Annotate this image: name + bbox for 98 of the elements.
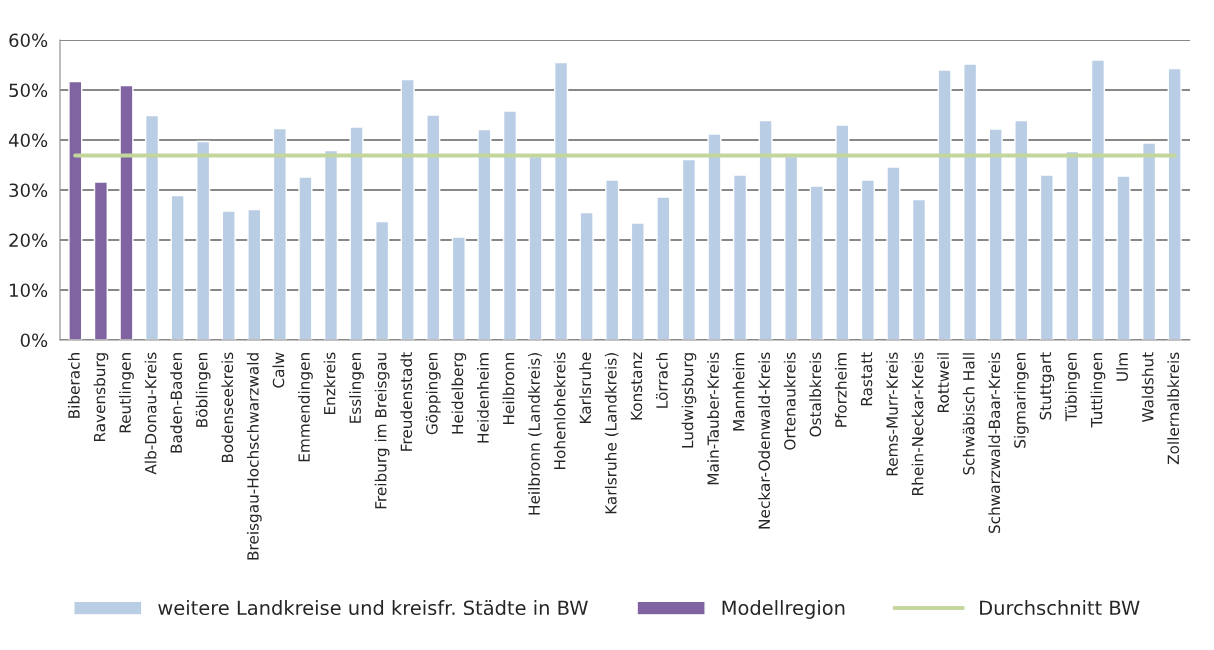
bar xyxy=(323,149,339,340)
bar xyxy=(1116,175,1131,340)
x-tick-label: Hohenlohekreis xyxy=(553,352,566,469)
bar xyxy=(1167,67,1182,340)
x-tick-label: Freiburg im Breisgau xyxy=(374,353,390,509)
bar xyxy=(988,128,1003,340)
x-tick-label: Biberach xyxy=(67,353,80,418)
bar xyxy=(451,236,466,340)
bar xyxy=(1090,59,1106,340)
bar xyxy=(144,114,160,340)
y-tick-label: 30% xyxy=(9,183,48,198)
bar xyxy=(707,133,722,340)
x-tick-label: Alb-Donau-Kreis xyxy=(144,352,157,475)
bar xyxy=(1014,119,1029,340)
bar xyxy=(400,78,415,340)
x-tick-label: Ludwigsburg xyxy=(681,353,697,448)
legend-label: weitere Landkreise und kreisfr. Städte in BW xyxy=(158,600,588,616)
y-tick-label: 50% xyxy=(9,83,48,98)
bar xyxy=(375,220,390,340)
x-tick-label: Rottweil xyxy=(937,353,949,412)
bar xyxy=(196,140,211,340)
x-tick-label: Konstanz xyxy=(630,352,643,420)
x-tick-label: Lörrach xyxy=(655,353,668,408)
x-tick-label: Karlsruhe (Landkreis) xyxy=(604,353,619,514)
bar xyxy=(681,158,697,340)
bar xyxy=(937,69,952,340)
x-tick-label: Heilbronn (Landkreis) xyxy=(528,353,542,515)
bar xyxy=(835,124,850,340)
x-tick-label: Mannheim xyxy=(732,353,745,431)
y-tick-label: 60% xyxy=(9,33,48,48)
bar xyxy=(605,179,620,340)
bar xyxy=(426,114,441,340)
legend-label: Modellregion xyxy=(722,600,845,619)
y-tick-label: 0% xyxy=(20,333,48,348)
x-tick-label: Heidenheim xyxy=(477,353,489,443)
bar xyxy=(886,166,901,340)
y-tick-label: 20% xyxy=(9,233,48,248)
bar xyxy=(1142,142,1157,340)
x-tick-label: Rhein-Neckar-Kreis xyxy=(911,352,924,495)
y-tick-label: 40% xyxy=(8,133,48,148)
x-tick-label: Waldshut xyxy=(1141,352,1154,423)
x-tick-label: Main-Tauber-Kreis xyxy=(707,352,719,485)
bar xyxy=(272,127,287,340)
legend-label: Durchschnitt BW xyxy=(980,600,1140,616)
bar xyxy=(68,80,83,340)
x-tick-label: Rems-Murr-Kreis xyxy=(886,352,898,476)
bar xyxy=(963,63,978,340)
x-tick-label: Enzkreis xyxy=(323,352,336,415)
y-tick-label: 10% xyxy=(10,283,48,298)
x-tick-label: Schwarzwald-Baar-Kreis xyxy=(988,352,1001,534)
bar xyxy=(477,128,492,340)
bar xyxy=(221,210,236,340)
bar xyxy=(911,198,927,340)
bar xyxy=(170,194,185,340)
x-tick-label: Reutlingen xyxy=(119,353,134,433)
x-tick-label: Bodenseekreis xyxy=(221,352,234,463)
x-tick-label: Rastatt xyxy=(860,352,873,406)
x-tick-label: Ravensburg xyxy=(93,353,109,442)
x-tick-label: Schwäbisch Hall xyxy=(962,353,975,475)
x-tick-label: Pforzheim xyxy=(834,353,847,427)
bar xyxy=(784,155,799,340)
bar xyxy=(502,110,518,340)
x-tick-label: Tübingen xyxy=(1065,353,1080,422)
bar xyxy=(1039,174,1054,340)
bar xyxy=(298,176,313,340)
x-tick-label: Sigmaringen xyxy=(1013,353,1029,448)
bar xyxy=(860,179,875,340)
bar xyxy=(809,185,824,340)
bar xyxy=(732,174,748,340)
bar xyxy=(656,196,671,340)
x-tick-label: Göppingen xyxy=(425,353,441,435)
x-tick-label: Breisgau-Hochschwarzwald xyxy=(246,353,262,560)
x-tick-label: Calw xyxy=(272,352,285,388)
bar xyxy=(528,155,543,340)
x-tick-label: Ulm xyxy=(1116,353,1128,381)
x-tick-label: Freudenstadt xyxy=(400,352,413,451)
bar xyxy=(119,84,134,340)
x-tick-label: Ostalbkreis xyxy=(809,352,822,437)
x-tick-label: Ortenaukreis xyxy=(783,352,796,450)
bar xyxy=(349,126,364,340)
bar xyxy=(758,119,773,340)
x-tick-label: Heidelberg xyxy=(451,353,467,434)
bar xyxy=(247,208,262,340)
bar xyxy=(93,181,108,340)
x-tick-label: Esslingen xyxy=(349,353,364,423)
bar xyxy=(1065,150,1080,340)
x-tick-label: Zollernalbkreis xyxy=(1167,352,1180,465)
x-tick-label: Böblingen xyxy=(195,353,211,427)
x-tick-label: Tuttlingen xyxy=(1090,353,1106,428)
x-tick-label: Karlsruhe xyxy=(579,352,592,423)
x-tick-label: Emmendingen xyxy=(298,353,313,462)
bar xyxy=(630,222,645,340)
bar xyxy=(553,61,569,340)
x-tick-label: Neckar-Odenwald-Kreis xyxy=(758,352,771,529)
bar xyxy=(579,211,594,340)
x-tick-label: Baden-Baden xyxy=(170,353,183,453)
x-tick-label: Stuttgart xyxy=(1039,352,1055,420)
x-tick-label: Heilbronn xyxy=(502,353,515,425)
